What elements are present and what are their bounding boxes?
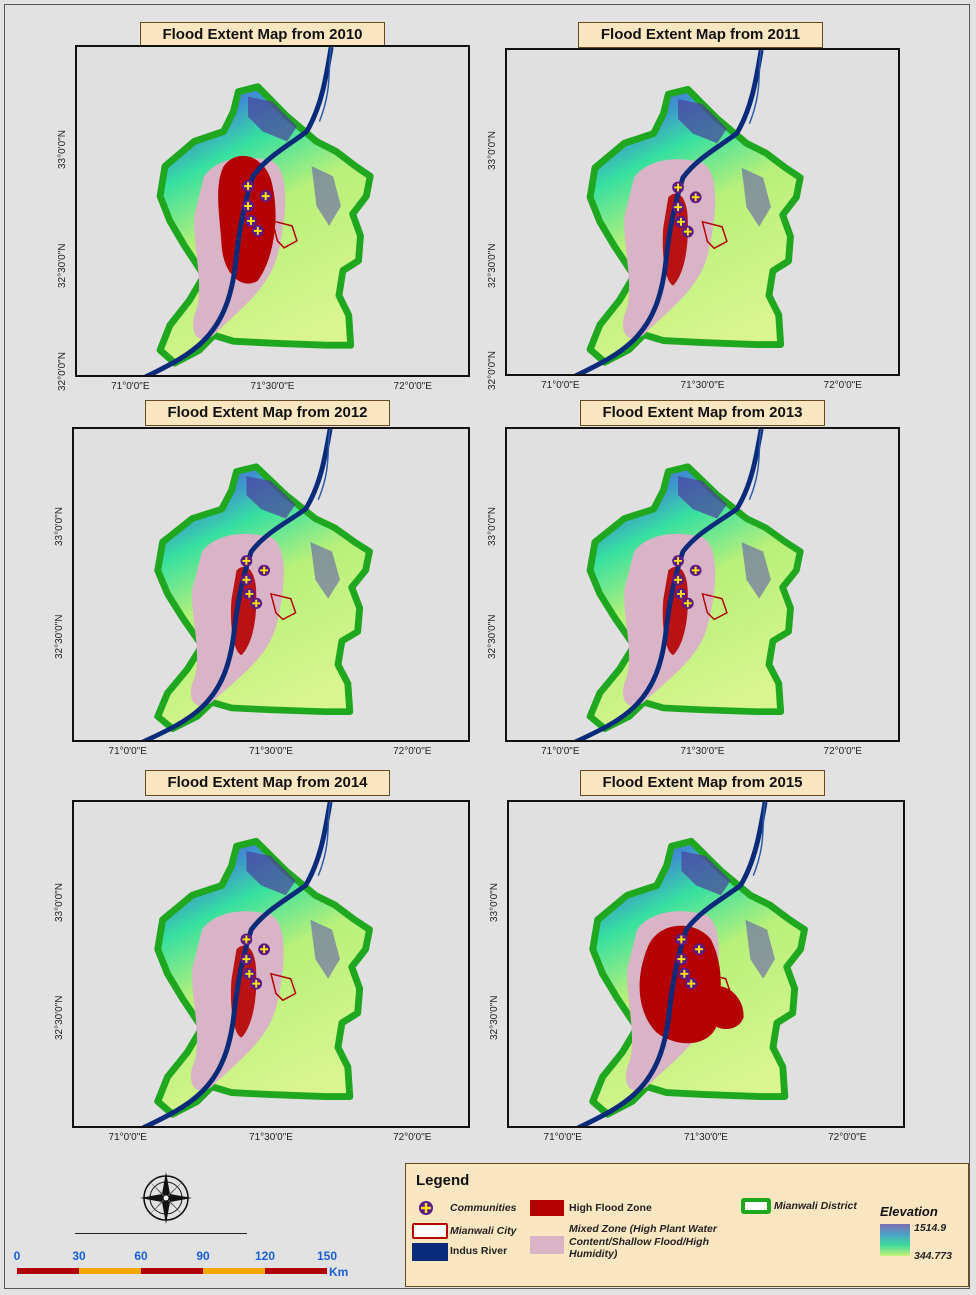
latitude-label: 33°0'0"N [487, 506, 498, 546]
community-markers [672, 555, 702, 610]
scale-tick-label: 30 [72, 1249, 86, 1263]
map-title: Flood Extent Map from 2015 [580, 770, 825, 796]
longitude-label: 72°0'0"E [823, 746, 862, 757]
latitude-label: 32°0'0"N [487, 351, 498, 391]
scale-segment [203, 1268, 265, 1274]
longitude-label: 71°0'0"E [541, 746, 580, 757]
community-markers [240, 933, 271, 990]
latitude-label: 32°30'0"N [487, 614, 498, 659]
latitude-label: 33°0'0"N [54, 883, 65, 923]
latitude-label: 32°30'0"N [489, 995, 500, 1041]
elevation-min-label: 344.773 [914, 1250, 952, 1262]
scale-segment [79, 1268, 141, 1274]
legend-district-label: Mianwali District [774, 1200, 857, 1212]
community-markers [675, 933, 706, 990]
longitude-label: 71°30'0"E [680, 380, 725, 391]
longitude-label: 72°0'0"E [393, 381, 432, 392]
latitude-label: 32°30'0"N [54, 614, 65, 659]
longitude-label: 71°0'0"E [541, 380, 580, 391]
latitude-label: 32°0'0"N [57, 352, 68, 392]
community-markers [240, 555, 271, 610]
latitude-label: 33°0'0"N [489, 883, 500, 923]
latitude-label: 33°0'0"N [54, 506, 65, 546]
map-title: Flood Extent Map from 2013 [580, 400, 825, 426]
district-map [74, 429, 468, 740]
longitude-label: 72°0'0"E [823, 380, 862, 391]
community-symbol-icon [419, 1201, 433, 1215]
district-map [509, 802, 903, 1126]
district-map [507, 50, 898, 374]
legend-elevation-title: Elevation [880, 1204, 938, 1219]
scale-segment [17, 1268, 79, 1274]
district-swatch [741, 1198, 771, 1214]
longitude-label: 72°0'0"E [828, 1132, 867, 1143]
district-map [507, 429, 898, 740]
longitude-label: 72°0'0"E [393, 1132, 432, 1143]
longitude-label: 71°0'0"E [543, 1132, 582, 1143]
longitude-label: 71°30'0"E [684, 1132, 728, 1143]
north-arrow-icon [140, 1172, 192, 1224]
longitude-label: 71°30'0"E [250, 381, 295, 392]
figure-frame [4, 4, 970, 1289]
map-frame [72, 427, 470, 742]
legend-mixed-zone-label: Mixed Zone (High Plant Water Content/Sha… [569, 1223, 717, 1260]
scale-segment [141, 1268, 203, 1274]
longitude-label: 71°30'0"E [249, 1132, 293, 1143]
map-frame [505, 427, 900, 742]
longitude-label: 71°0'0"E [108, 746, 147, 757]
latitude-label: 32°30'0"N [57, 243, 68, 289]
map-frame [505, 48, 900, 376]
elevation-ramp [880, 1224, 910, 1256]
scale-tick-label: 0 [13, 1249, 21, 1263]
scale-tick-label: 150 [316, 1249, 338, 1263]
longitude-label: 71°0'0"E [108, 1132, 147, 1143]
legend-river-label: Indus River [450, 1245, 508, 1257]
latitude-label: 32°30'0"N [54, 995, 65, 1041]
longitude-label: 71°30'0"E [680, 746, 725, 757]
scale-tick-label: 120 [254, 1249, 276, 1263]
north-line [75, 1233, 247, 1234]
legend-city-label: Mianwali City [450, 1225, 517, 1237]
map-frame [72, 800, 470, 1128]
legend-communities-label: Communities [450, 1202, 517, 1214]
latitude-label: 32°30'0"N [487, 243, 498, 289]
district-map [77, 47, 468, 375]
community-markers [672, 181, 702, 238]
map-title: Flood Extent Map from 2012 [145, 400, 390, 426]
longitude-label: 71°0'0"E [111, 381, 150, 392]
river-swatch [412, 1243, 448, 1261]
map-frame [507, 800, 905, 1128]
longitude-label: 71°30'0"E [249, 746, 293, 757]
city-swatch [412, 1223, 448, 1239]
scale-unit: Km [329, 1265, 349, 1279]
longitude-label: 72°0'0"E [393, 746, 432, 757]
map-title: Flood Extent Map from 2014 [145, 770, 390, 796]
latitude-label: 33°0'0"N [487, 131, 498, 171]
map-frame [75, 45, 470, 377]
legend-box: Legend Communities High Flood Zone Mianw… [405, 1163, 969, 1287]
legend-high-flood-label: High Flood Zone [569, 1202, 652, 1214]
community-markers [242, 180, 272, 237]
scale-segment [265, 1268, 327, 1274]
high-flood-swatch [530, 1200, 564, 1216]
legend-title: Legend [416, 1172, 470, 1189]
scale-tick-label: 90 [196, 1249, 210, 1263]
map-title: Flood Extent Map from 2011 [578, 22, 823, 48]
scale-tick-label: 60 [134, 1249, 148, 1263]
elevation-max-label: 1514.9 [914, 1222, 947, 1234]
mixed-zone-swatch [530, 1236, 564, 1254]
district-map [74, 802, 468, 1126]
latitude-label: 33°0'0"N [57, 129, 68, 169]
